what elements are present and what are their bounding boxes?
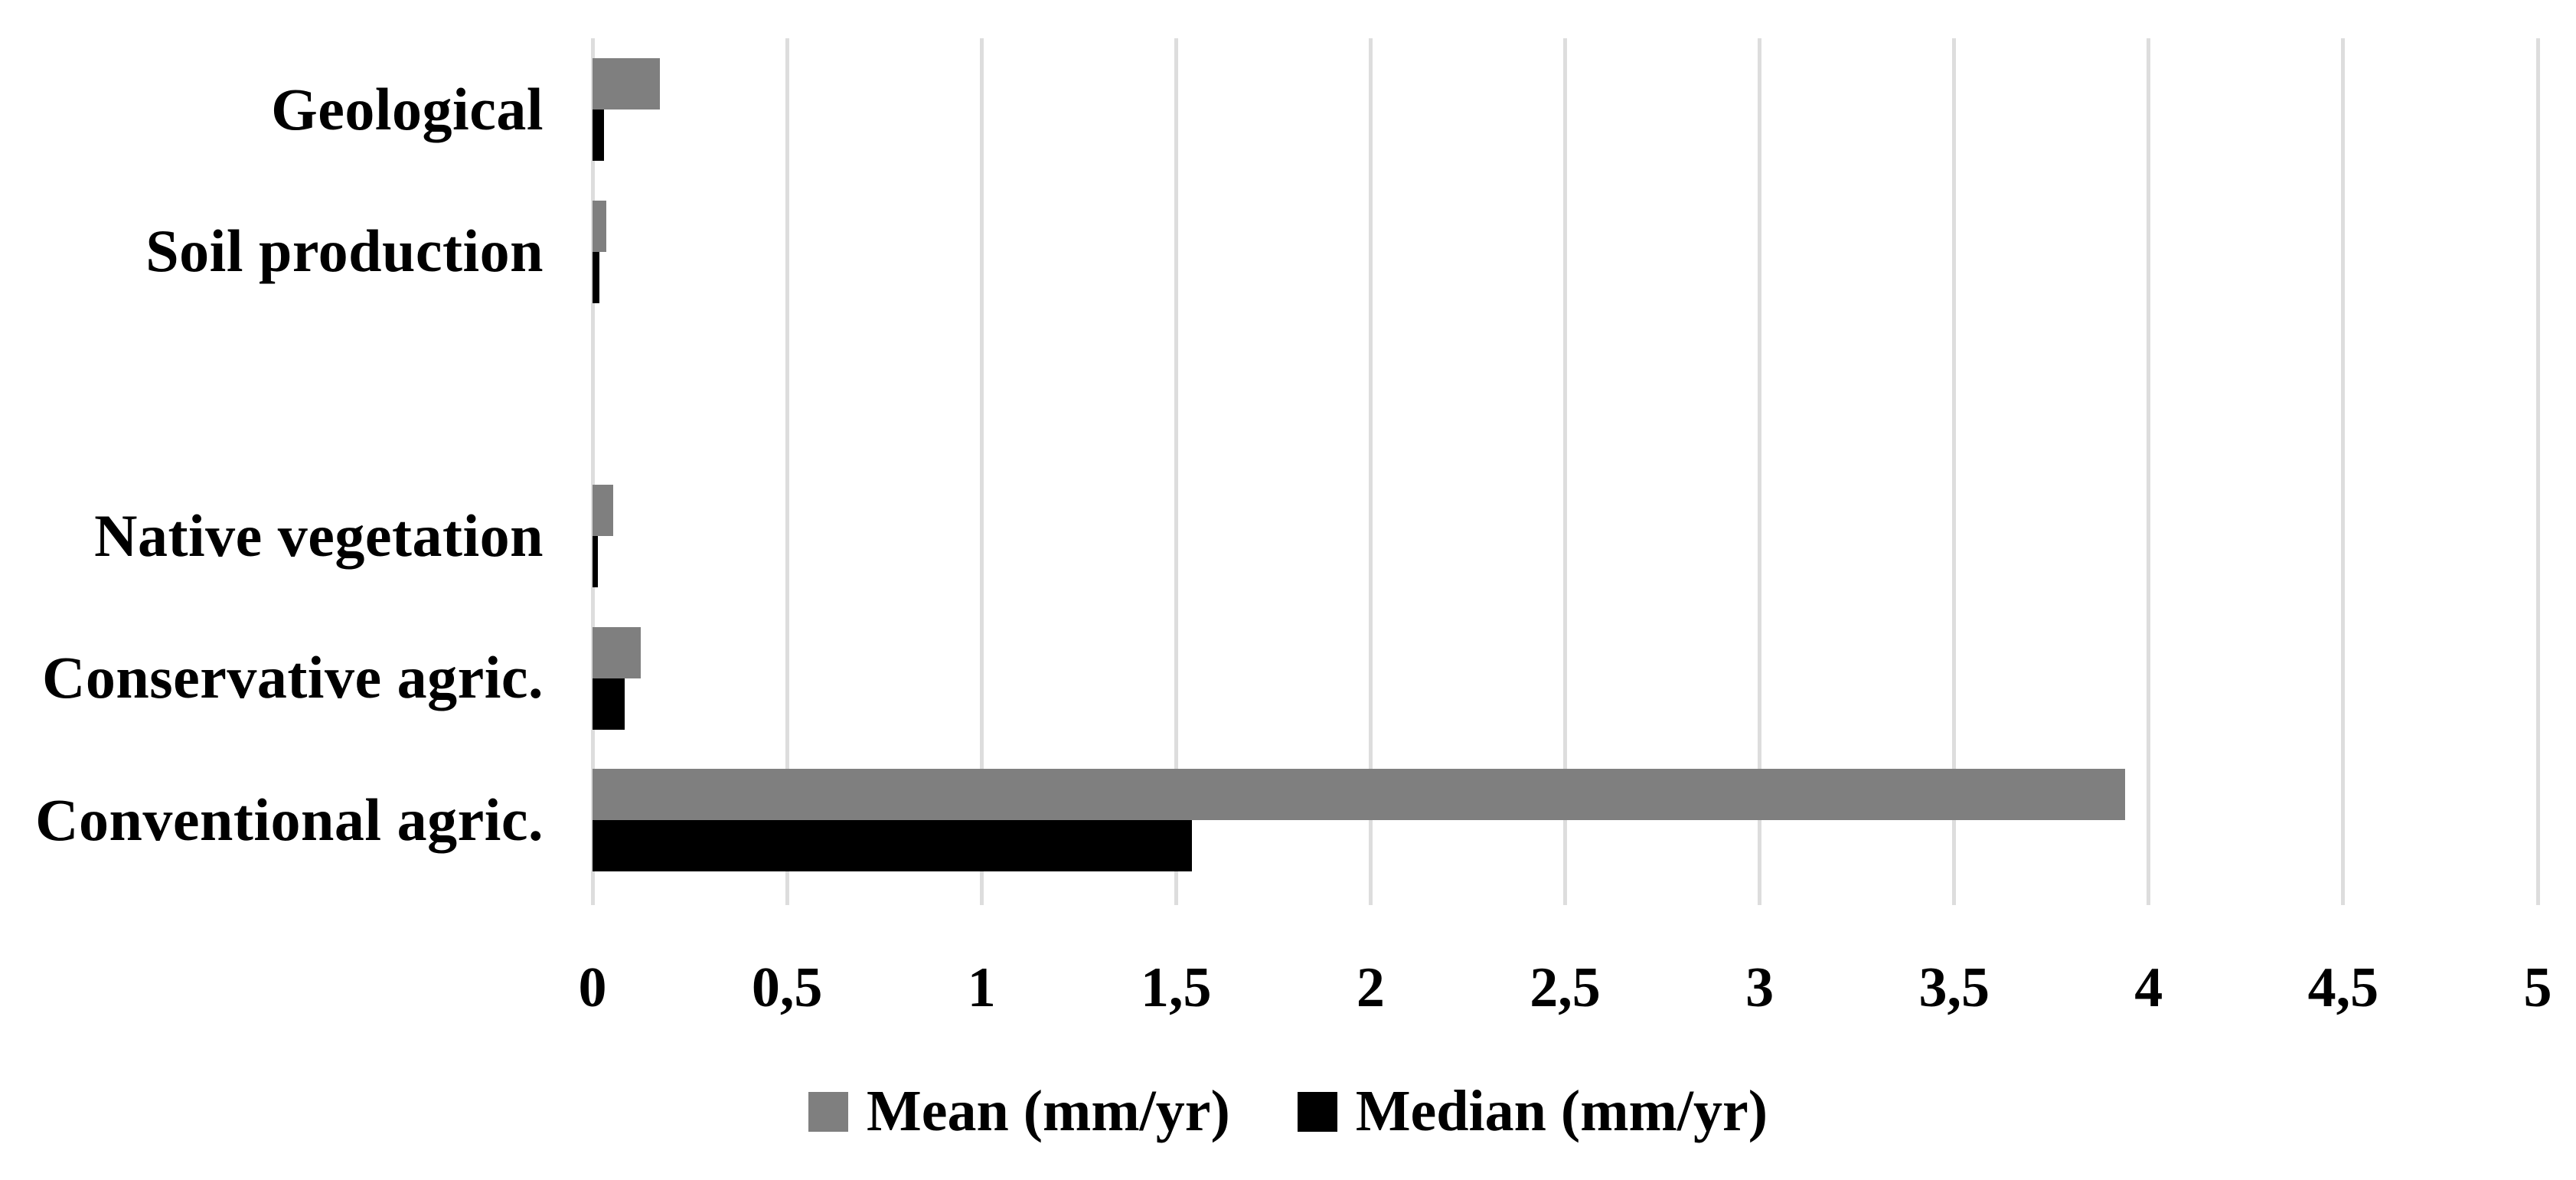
x-tick-label: 3,5 (1918, 956, 1990, 1019)
x-tick-label: 2 (1356, 956, 1385, 1019)
x-tick-label: 0 (578, 956, 607, 1019)
category-label: Conventional agric. (35, 786, 544, 854)
x-tick-label: 5 (2523, 956, 2552, 1019)
bar-median (593, 251, 599, 303)
category-label (0, 322, 544, 465)
x-tick-label: 1,5 (1141, 956, 1212, 1019)
category-label: Conservative agric. (42, 644, 544, 711)
x-tick-label: 0,5 (751, 956, 823, 1019)
gridline (1563, 38, 1567, 905)
gridline (785, 38, 789, 905)
gridline (1368, 38, 1373, 905)
category-label: Native vegetation (94, 502, 544, 569)
legend-label: Median (mm/yr) (1355, 1079, 1768, 1143)
x-tick-label: 3 (1745, 956, 1774, 1019)
legend-item-median: Median (mm/yr) (1297, 1078, 1768, 1145)
x-tick-label: 4,5 (2307, 956, 2379, 1019)
gridline (590, 38, 595, 905)
bar-median (593, 535, 598, 587)
category-label: Geological (271, 75, 544, 142)
bar-median (593, 678, 625, 730)
bar-mean (593, 200, 607, 252)
legend-swatch-mean (808, 1091, 848, 1132)
legend-item-mean: Mean (mm/yr) (808, 1078, 1230, 1145)
bar-mean (593, 484, 613, 536)
gridline (2341, 38, 2346, 905)
legend-label: Mean (mm/yr) (866, 1079, 1230, 1143)
gridline (1952, 38, 1957, 905)
plot-area (590, 38, 2540, 905)
legend-swatch-median (1297, 1091, 1337, 1132)
gridline (979, 38, 984, 905)
gridline (1174, 38, 1178, 905)
category-label: Soil production (145, 217, 544, 285)
gridline (2535, 38, 2540, 905)
x-tick-label: 1 (967, 956, 996, 1019)
bar-mean (593, 626, 642, 678)
bar-mean (593, 769, 2126, 821)
x-tick-label: 4 (2134, 956, 2163, 1019)
bar-median (593, 820, 1192, 872)
bar-median (593, 109, 604, 161)
bar-mean (593, 57, 660, 110)
x-tick-label: 2,5 (1530, 956, 1601, 1019)
gridline (1758, 38, 1762, 905)
legend: Mean (mm/yr) Median (mm/yr) (0, 1078, 2576, 1145)
gridline (2147, 38, 2151, 905)
